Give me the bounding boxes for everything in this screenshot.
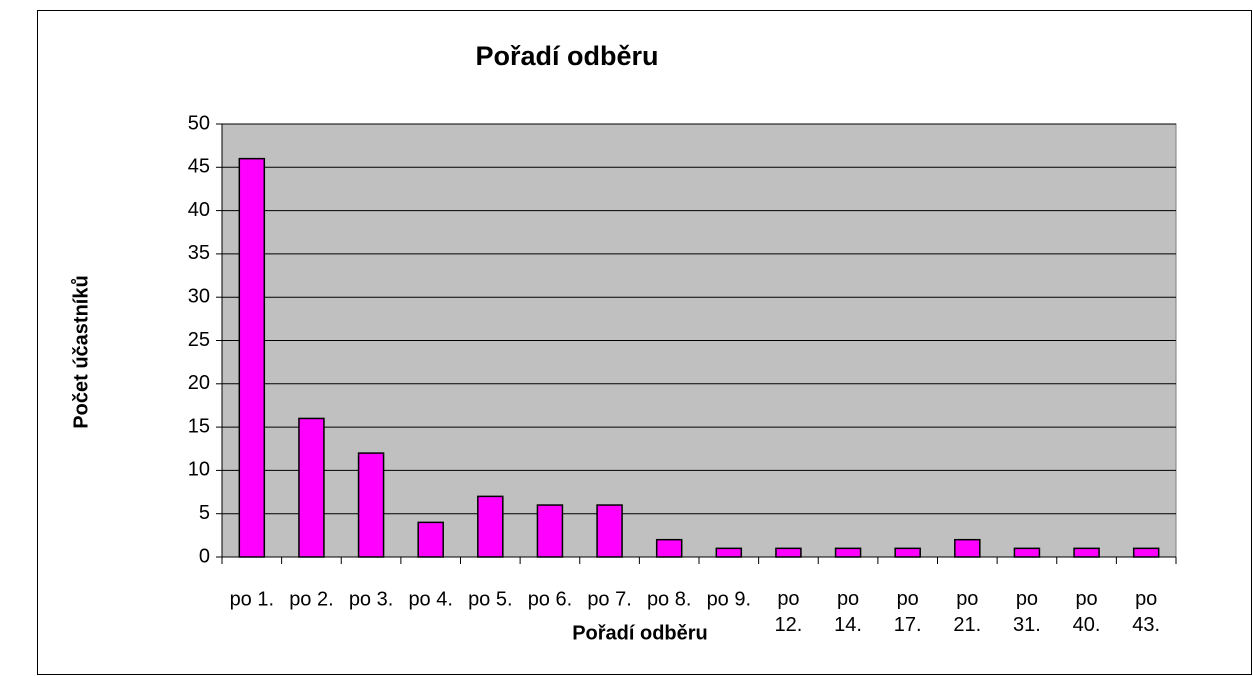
x-tick-label: po 3. [349, 588, 393, 610]
bar [1073, 547, 1100, 558]
y-tick-label: 25 [188, 329, 210, 351]
bar [894, 547, 921, 558]
x-tick-label: po 6. [528, 588, 572, 610]
bar [357, 452, 385, 558]
bar [298, 417, 325, 558]
x-tick-label: po 17. [894, 588, 922, 636]
x-tick-label: po 31. [1013, 588, 1041, 636]
y-tick-label: 40 [188, 199, 210, 221]
bar [1013, 547, 1041, 558]
x-tick-label: po 8. [647, 588, 691, 610]
x-tick-label: po 9. [707, 588, 751, 610]
y-tick-label: 15 [188, 415, 210, 437]
bar [834, 547, 862, 558]
y-axis-title: Počet účastníků [70, 275, 92, 428]
bar [954, 538, 981, 558]
x-tick-label: po 12. [775, 588, 803, 636]
y-tick-label: 35 [188, 242, 210, 264]
x-tick-label: po 4. [408, 588, 452, 610]
y-tick-label: 10 [188, 459, 210, 481]
x-tick-label: po 7. [587, 588, 631, 610]
x-tick-label: po 5. [468, 588, 512, 610]
y-tick-label: 20 [188, 372, 210, 394]
x-tick-label: po 40. [1073, 588, 1101, 636]
y-tick-label: 50 [188, 112, 210, 134]
y-tick-label: 0 [199, 545, 210, 567]
bar [775, 547, 802, 558]
bar [1132, 547, 1160, 558]
bar [238, 157, 266, 558]
bar [477, 495, 504, 558]
x-tick-label: po 43. [1132, 588, 1160, 636]
x-tick-label: po 1. [230, 588, 274, 610]
bar [536, 504, 564, 558]
bar [655, 538, 683, 558]
y-tick-label: 30 [188, 285, 210, 307]
bar [715, 547, 743, 558]
x-tick-label: po 2. [289, 588, 333, 610]
x-axis-title: Pořadí odběru [572, 622, 708, 644]
bar [596, 504, 623, 558]
x-tick-label: po 21. [953, 588, 981, 636]
bar [417, 521, 444, 558]
chart-title: Pořadí odběru [475, 41, 658, 71]
y-tick-label: 45 [188, 156, 210, 178]
y-tick-label: 5 [199, 502, 210, 524]
x-tick-label: po 14. [834, 588, 862, 636]
